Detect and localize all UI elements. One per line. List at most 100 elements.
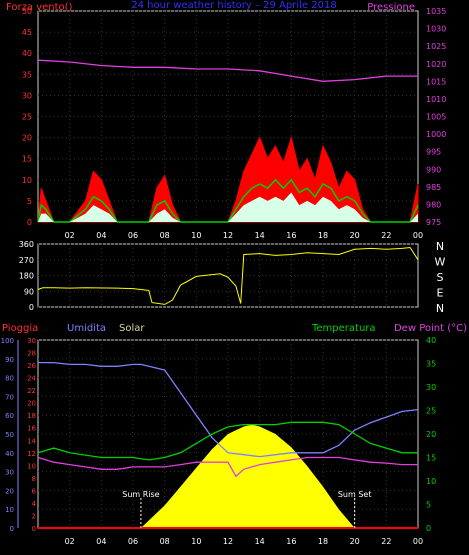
wind-x-tick: 04 [96,231,106,240]
rain-axis-tick: 8 [32,475,36,483]
temp-x-tick: 06 [128,537,138,546]
wind-axis-tick: 5 [27,197,32,206]
compass-label: N [436,302,444,315]
pressure-axis-tick: 975 [426,218,441,227]
pressure-axis-tick: 1005 [426,113,446,122]
humidity-line [38,361,419,458]
temp-x-tick: 10 [191,537,201,546]
temp-x-tick: 16 [286,537,296,546]
direction-axis-tick: 360 [19,240,34,249]
wind-axis-tick: 50 [22,7,32,16]
rain-axis-tick: 2 [32,512,36,520]
pressure-axis-tick: 1015 [426,77,446,86]
rain-axis-tick: 26 [27,362,36,370]
humidity-axis-tick: 70 [5,393,14,401]
wind-x-tick: 02 [65,231,75,240]
rain-axis-tick: 16 [27,425,36,433]
rain-axis-tick: 14 [27,437,36,445]
wind-x-tick: 20 [350,231,360,240]
pressure-axis-tick: 1030 [426,25,446,34]
pressure-axis-tick: 1010 [426,95,446,104]
pressure-axis-tick: 990 [426,165,441,174]
pressure-axis-tick: 1035 [426,7,446,16]
rain-axis-tick: 30 [27,337,36,345]
humidity-axis-tick: 80 [5,375,14,383]
wind-area [38,192,418,222]
temperature-label: Temperatura [311,323,376,334]
rain-axis-tick: 24 [27,375,36,383]
rain-axis-tick: 18 [27,412,36,420]
wind-axis-tick: 45 [22,28,32,37]
temp-x-tick: 02 [65,537,75,546]
temp-x-tick: 00 [413,537,423,546]
temp-axis-tick: 5 [426,501,431,510]
pressure-line [37,59,418,82]
chart-title: 24 hour weather history – 29 Aprile 2018 [131,0,336,11]
wind-axis-tick: 0 [27,218,32,227]
humidity-axis-tick: 50 [5,431,14,439]
pressure-axis-tick: 1020 [426,60,446,69]
temp-x-tick: 08 [160,537,170,546]
compass-label: S [437,271,444,284]
rain-label: Pioggia [2,323,38,334]
humidity-axis-tick: 20 [5,487,14,495]
rain-axis-tick: 10 [27,462,36,470]
temp-axis-tick: 20 [426,430,436,439]
temp-axis-tick: 15 [426,454,436,463]
wind-axis-tick: 25 [22,113,32,122]
temp-x-tick: 20 [350,537,360,546]
temp-x-tick: 18 [318,537,328,546]
gust-line [37,135,419,223]
wind-axis-tick: 35 [22,70,32,79]
temp-x-tick: 14 [255,537,265,546]
wind-x-tick: 14 [255,231,265,240]
wind-x-tick: 08 [160,231,170,240]
rain-axis-tick: 0 [32,525,36,533]
pressure-axis-label: Pressione [367,2,415,13]
wind-axis-tick: 40 [22,49,32,58]
direction-axis-tick: 180 [19,272,34,281]
wind-x-tick: 12 [223,231,233,240]
temp-axis-tick: 35 [426,360,436,369]
wind-x-tick: 18 [318,231,328,240]
rain-axis-tick: 28 [27,350,36,358]
sunset-label: Sum Set [338,490,372,499]
wind-x-tick: 22 [381,231,391,240]
humidity-axis-tick: 0 [10,525,14,533]
direction-axis-tick: 270 [19,256,34,265]
wind-x-tick: 06 [128,231,138,240]
compass-label: N [436,240,444,253]
wind-x-tick: 00 [413,231,423,240]
sunrise-label: Sum Rise [122,490,159,499]
humidity-label: Umidita [67,323,106,334]
compass-label: W [435,256,446,269]
wind-axis-label: Forza vento() [6,2,73,13]
humidity-axis-tick: 30 [5,469,14,477]
temp-axis-tick: 10 [426,477,436,486]
dewpoint-line [37,456,418,478]
solar-area [140,424,355,528]
rain-axis-tick: 6 [32,487,37,495]
humidity-axis-tick: 60 [5,412,14,420]
wind-axis-tick: 20 [22,134,32,143]
rain-axis-tick: 22 [27,387,36,395]
wind-axis-tick: 10 [22,176,32,185]
humidity-axis-tick: 90 [5,356,14,364]
humidity-axis-tick: 100 [1,337,14,345]
temp-axis-tick: 40 [426,336,436,345]
wind-axis-tick: 15 [22,155,32,164]
avg-wind-line [37,178,419,223]
wind-axis-tick: 30 [22,91,32,100]
wind-x-tick: 10 [191,231,201,240]
compass-label: E [437,287,444,300]
wind-direction-line [37,246,419,305]
temp-axis-tick: 30 [426,383,436,392]
temp-x-tick: 04 [96,537,106,546]
temp-axis-tick: 25 [426,407,436,416]
solar-label: Solar [119,323,145,334]
rain-axis-tick: 12 [27,450,36,458]
temp-x-tick: 12 [223,537,233,546]
pressure-axis-tick: 980 [426,200,441,209]
